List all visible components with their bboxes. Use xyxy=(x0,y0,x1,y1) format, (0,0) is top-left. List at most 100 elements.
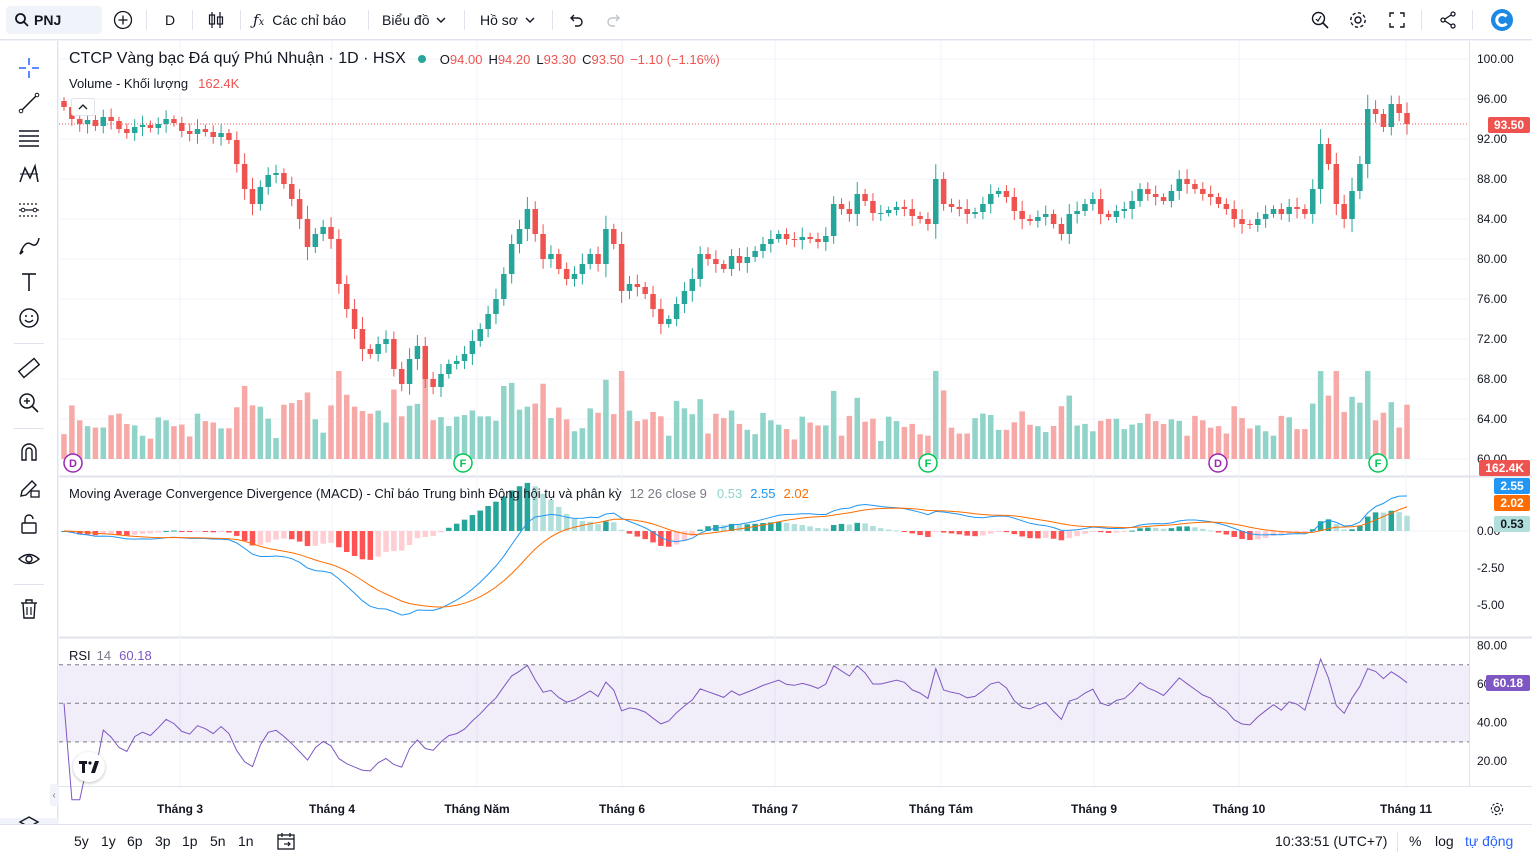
divider xyxy=(1397,832,1398,852)
macd-histogram-bar xyxy=(885,529,892,531)
interval-button[interactable]: D xyxy=(164,12,176,28)
macd-histogram-bar xyxy=(940,531,947,533)
event-marker-label: D xyxy=(1214,458,1222,470)
pattern-tool[interactable] xyxy=(14,159,44,189)
candle-body xyxy=(241,164,248,189)
fullscreen-button[interactable] xyxy=(1385,6,1409,34)
price-tick-label: 64.00 xyxy=(1477,412,1507,426)
volume-bar xyxy=(556,407,562,459)
timezone-clock[interactable]: 10:33:51 (UTC+7) xyxy=(1275,833,1388,849)
macd-label[interactable]: Moving Average Convergence Divergence (M… xyxy=(69,486,622,501)
volume-bar xyxy=(1310,403,1316,459)
candle-body xyxy=(1270,209,1277,214)
volume-bar xyxy=(1003,429,1010,459)
brush-tool[interactable] xyxy=(14,231,44,261)
macd-histogram-bar xyxy=(673,531,680,545)
tradingview-logo[interactable] xyxy=(73,752,105,782)
chart-style-button[interactable] xyxy=(203,6,229,34)
forecast-tool[interactable] xyxy=(14,195,44,225)
percent-toggle[interactable]: % xyxy=(1409,833,1422,849)
measure-tool[interactable] xyxy=(14,353,44,383)
macd-histogram-bar xyxy=(728,523,735,531)
candle-body xyxy=(1019,211,1025,219)
event-marker-label: F xyxy=(460,458,467,470)
lock-all-tool[interactable] xyxy=(14,509,44,539)
candle-body xyxy=(579,264,586,274)
remove-drawings-tool[interactable] xyxy=(14,594,44,624)
range-1p-button[interactable]: 1p xyxy=(182,833,198,849)
earnings-marker xyxy=(453,453,473,473)
volume-bar xyxy=(139,435,146,459)
lock-drawings-tool[interactable] xyxy=(14,473,44,503)
range-3p-button[interactable]: 3p xyxy=(155,833,171,849)
tv-logo-icon xyxy=(79,761,99,773)
candle-body xyxy=(571,274,578,279)
volume-bar xyxy=(618,371,625,459)
volume-bar xyxy=(1255,425,1261,459)
macd-histogram-bar xyxy=(108,531,114,534)
trend-line-icon xyxy=(18,92,40,114)
range-5n-button[interactable]: 5n xyxy=(210,833,226,849)
chart-canvas[interactable]: 100.00 96.00 92.00 88.00 84.00 80.00 76.00 72.0… xyxy=(59,41,1532,824)
candle-body xyxy=(1255,219,1261,225)
log-toggle[interactable]: log xyxy=(1435,833,1454,849)
volume-bar xyxy=(815,425,821,459)
magnet-tool[interactable] xyxy=(14,437,44,467)
macd-histogram-bar xyxy=(516,486,523,531)
candle-body xyxy=(1035,217,1041,221)
macd-histogram-bar xyxy=(147,531,154,534)
volume-label[interactable]: Volume - Khối lượng xyxy=(69,76,189,91)
indicators-button[interactable]: ƒx Các chỉ báo xyxy=(253,6,346,34)
quick-search-button[interactable] xyxy=(1308,6,1332,34)
emoji-tool[interactable] xyxy=(14,303,44,333)
collapse-toolbar-handle[interactable]: ‹ xyxy=(50,784,58,806)
profile-dropdown[interactable]: Hồ sơ xyxy=(480,6,536,34)
rsi-label[interactable]: RSI xyxy=(69,648,91,663)
range-6p-button[interactable]: 6p xyxy=(127,833,143,849)
macd-histogram-bar xyxy=(241,531,248,541)
candle-body xyxy=(116,121,122,129)
macd-line xyxy=(63,495,1408,616)
volume-bar xyxy=(453,416,460,459)
range-5y-button[interactable]: 5y xyxy=(74,833,89,849)
redo-button[interactable] xyxy=(603,6,625,34)
range-1n-button[interactable]: 1n xyxy=(238,833,254,849)
macd-histogram-bar xyxy=(1160,528,1167,531)
volume-bar xyxy=(1129,424,1135,459)
undo-button[interactable] xyxy=(565,6,587,34)
zoom-tool[interactable] xyxy=(14,388,44,418)
candle-body xyxy=(815,239,821,242)
chart-type-dropdown[interactable]: Biểu đồ xyxy=(382,6,447,34)
macd-histogram-bar xyxy=(1215,531,1222,533)
text-tool[interactable] xyxy=(14,267,44,297)
brand-logo xyxy=(1488,6,1516,34)
candle-body xyxy=(948,204,955,207)
volume-bar xyxy=(689,414,696,459)
divider xyxy=(464,10,465,30)
rsi-legend: RSI 14 60.18 xyxy=(69,648,152,663)
divider xyxy=(14,428,44,429)
date-range-button[interactable] xyxy=(276,831,296,854)
auto-scale-toggle[interactable]: tự động xyxy=(1465,833,1514,849)
compare-symbol-button[interactable] xyxy=(110,6,136,34)
collapse-legend-button[interactable] xyxy=(71,98,95,116)
symbol-search[interactable]: PNJ xyxy=(6,6,102,34)
share-button[interactable] xyxy=(1436,6,1460,34)
candle-body xyxy=(980,204,986,212)
candle-body xyxy=(799,237,806,240)
chart-svg[interactable]: 100.00 96.00 92.00 88.00 84.00 80.00 76.00 72.0… xyxy=(59,41,1532,824)
volume-bar xyxy=(1027,424,1033,459)
trend-line-tool[interactable] xyxy=(14,88,44,118)
hide-drawings-tool[interactable] xyxy=(14,544,44,574)
range-1y-button[interactable]: 1y xyxy=(101,833,116,849)
candle-body xyxy=(760,244,766,251)
fib-tool[interactable] xyxy=(14,123,44,153)
candle-body xyxy=(1364,109,1371,164)
crosshair-tool[interactable] xyxy=(14,53,44,83)
settings-button[interactable] xyxy=(1346,6,1370,34)
symbol-title[interactable]: CTCP Vàng bạc Đá quý Phú Nhuận · 1D · HS… xyxy=(69,50,406,67)
macd-histogram-bar xyxy=(116,531,122,535)
macd-legend: Moving Average Convergence Divergence (M… xyxy=(69,486,809,501)
candle-body xyxy=(131,127,138,133)
axis-settings-button[interactable] xyxy=(1487,799,1507,819)
